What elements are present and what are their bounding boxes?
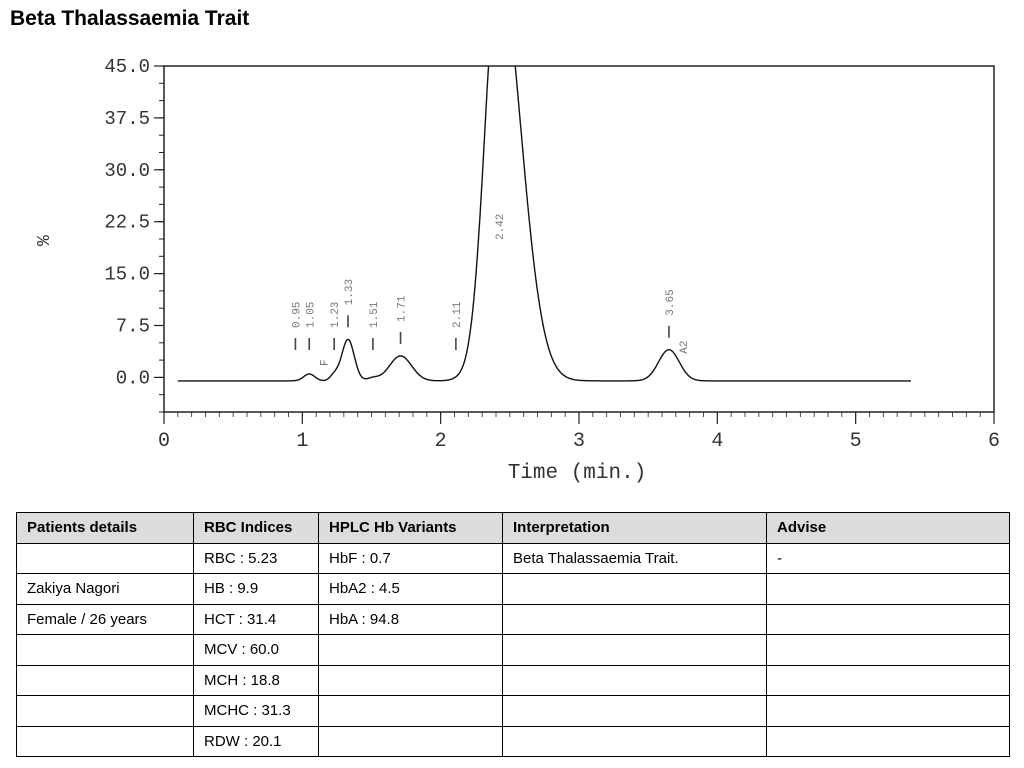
table-cell xyxy=(502,695,767,727)
table-cell: MCHC : 31.3 xyxy=(193,695,319,727)
table-cell xyxy=(766,573,1010,605)
table-cell: MCV : 60.0 xyxy=(193,634,319,666)
table-cell: RBC : 5.23 xyxy=(193,542,319,574)
table-cell: HbF : 0.7 xyxy=(318,542,503,574)
column-header: Advise xyxy=(766,512,1010,544)
table-cell xyxy=(318,695,503,727)
table-row: MCH : 18.8 xyxy=(16,664,1010,696)
table-cell xyxy=(16,725,194,757)
table-cell xyxy=(16,634,194,666)
peak-label: 1.71 xyxy=(397,295,409,322)
table-cell xyxy=(502,664,767,696)
table-row: MCHC : 31.3 xyxy=(16,695,1010,727)
column-header: HPLC Hb Variants xyxy=(318,512,503,544)
table-row: RBC : 5.23 HbF : 0.7 Beta Thalassaemia Tra… xyxy=(16,542,1010,574)
table-cell xyxy=(16,542,194,574)
x-tick-label: 0 xyxy=(158,430,170,453)
x-tick-label: 6 xyxy=(988,430,1000,453)
peak-label: 1.33 xyxy=(344,279,356,305)
table-cell: Beta Thalassaemia Trait. xyxy=(502,542,767,574)
report-table: Patients details RBC Indices HPLC Hb Varia… xyxy=(16,512,1010,757)
peak-label: 1.05 xyxy=(305,302,317,328)
column-header: Interpretation xyxy=(502,512,767,544)
chromatogram-trace xyxy=(177,66,911,382)
peak-name: A2 xyxy=(679,341,691,354)
table-cell: RDW : 20.1 xyxy=(193,725,319,757)
table-cell: HbA2 : 4.5 xyxy=(318,573,503,605)
y-axis-label: % xyxy=(35,235,55,246)
peak-label: 0.95 xyxy=(291,302,303,328)
table-cell xyxy=(766,634,1010,666)
column-header: Patients details xyxy=(16,512,194,544)
table-cell xyxy=(16,664,194,696)
y-tick-label: 15.0 xyxy=(104,264,150,286)
table-header-row: Patients details RBC Indices HPLC Hb Varia… xyxy=(16,512,1010,544)
table-cell xyxy=(318,725,503,757)
table-cell xyxy=(766,695,1010,727)
page-title: Beta Thalassaemia Trait xyxy=(10,7,250,30)
table-cell xyxy=(502,573,767,605)
table-cell: MCH : 18.8 xyxy=(193,664,319,696)
table-cell xyxy=(766,725,1010,757)
table-row: RDW : 20.1 xyxy=(16,725,1010,757)
peak-label: 2.11 xyxy=(452,301,464,328)
table-cell: HbA : 94.8 xyxy=(318,603,503,635)
peak-label: 2.42 xyxy=(495,214,507,240)
y-tick-label: 0.0 xyxy=(116,367,150,389)
peak-label: 1.51 xyxy=(369,301,381,328)
x-tick-label: 2 xyxy=(435,430,447,453)
y-tick-label: 30.0 xyxy=(104,160,150,182)
table-cell: Zakiya Nagori xyxy=(16,573,194,605)
table-cell xyxy=(502,603,767,635)
peak-label: 3.65 xyxy=(665,289,677,315)
plot-frame xyxy=(163,65,995,413)
x-tick-label: 4 xyxy=(711,430,723,453)
table-cell xyxy=(502,725,767,757)
table-cell: - xyxy=(766,542,1010,574)
table-row: Female / 26 years HCT : 31.4 HbA : 94.8 xyxy=(16,603,1010,635)
y-tick-label: 37.5 xyxy=(104,108,150,130)
table-cell xyxy=(766,603,1010,635)
table-cell xyxy=(318,664,503,696)
y-tick-label: 7.5 xyxy=(116,316,150,338)
x-tick-label: 1 xyxy=(296,430,308,453)
x-tick-label: 3 xyxy=(573,430,585,453)
table-row: Zakiya Nagori HB : 9.9 HbA2 : 4.5 xyxy=(16,573,1010,605)
peak-name: F xyxy=(319,359,331,366)
table-cell: HB : 9.9 xyxy=(193,573,319,605)
y-tick-label: 22.5 xyxy=(104,212,150,234)
table-cell: Female / 26 years xyxy=(16,603,194,635)
y-tick-label: 45.0 xyxy=(104,56,150,78)
table-cell: HCT : 31.4 xyxy=(193,603,319,635)
column-header: RBC Indices xyxy=(193,512,319,544)
table-cell xyxy=(16,695,194,727)
table-cell xyxy=(766,664,1010,696)
x-axis-label: Time (min.) xyxy=(508,462,647,485)
table-cell xyxy=(502,634,767,666)
table-row: MCV : 60.0 xyxy=(16,634,1010,666)
peak-label: 1.23 xyxy=(330,302,342,328)
x-tick-label: 5 xyxy=(850,430,862,453)
table-cell xyxy=(318,634,503,666)
